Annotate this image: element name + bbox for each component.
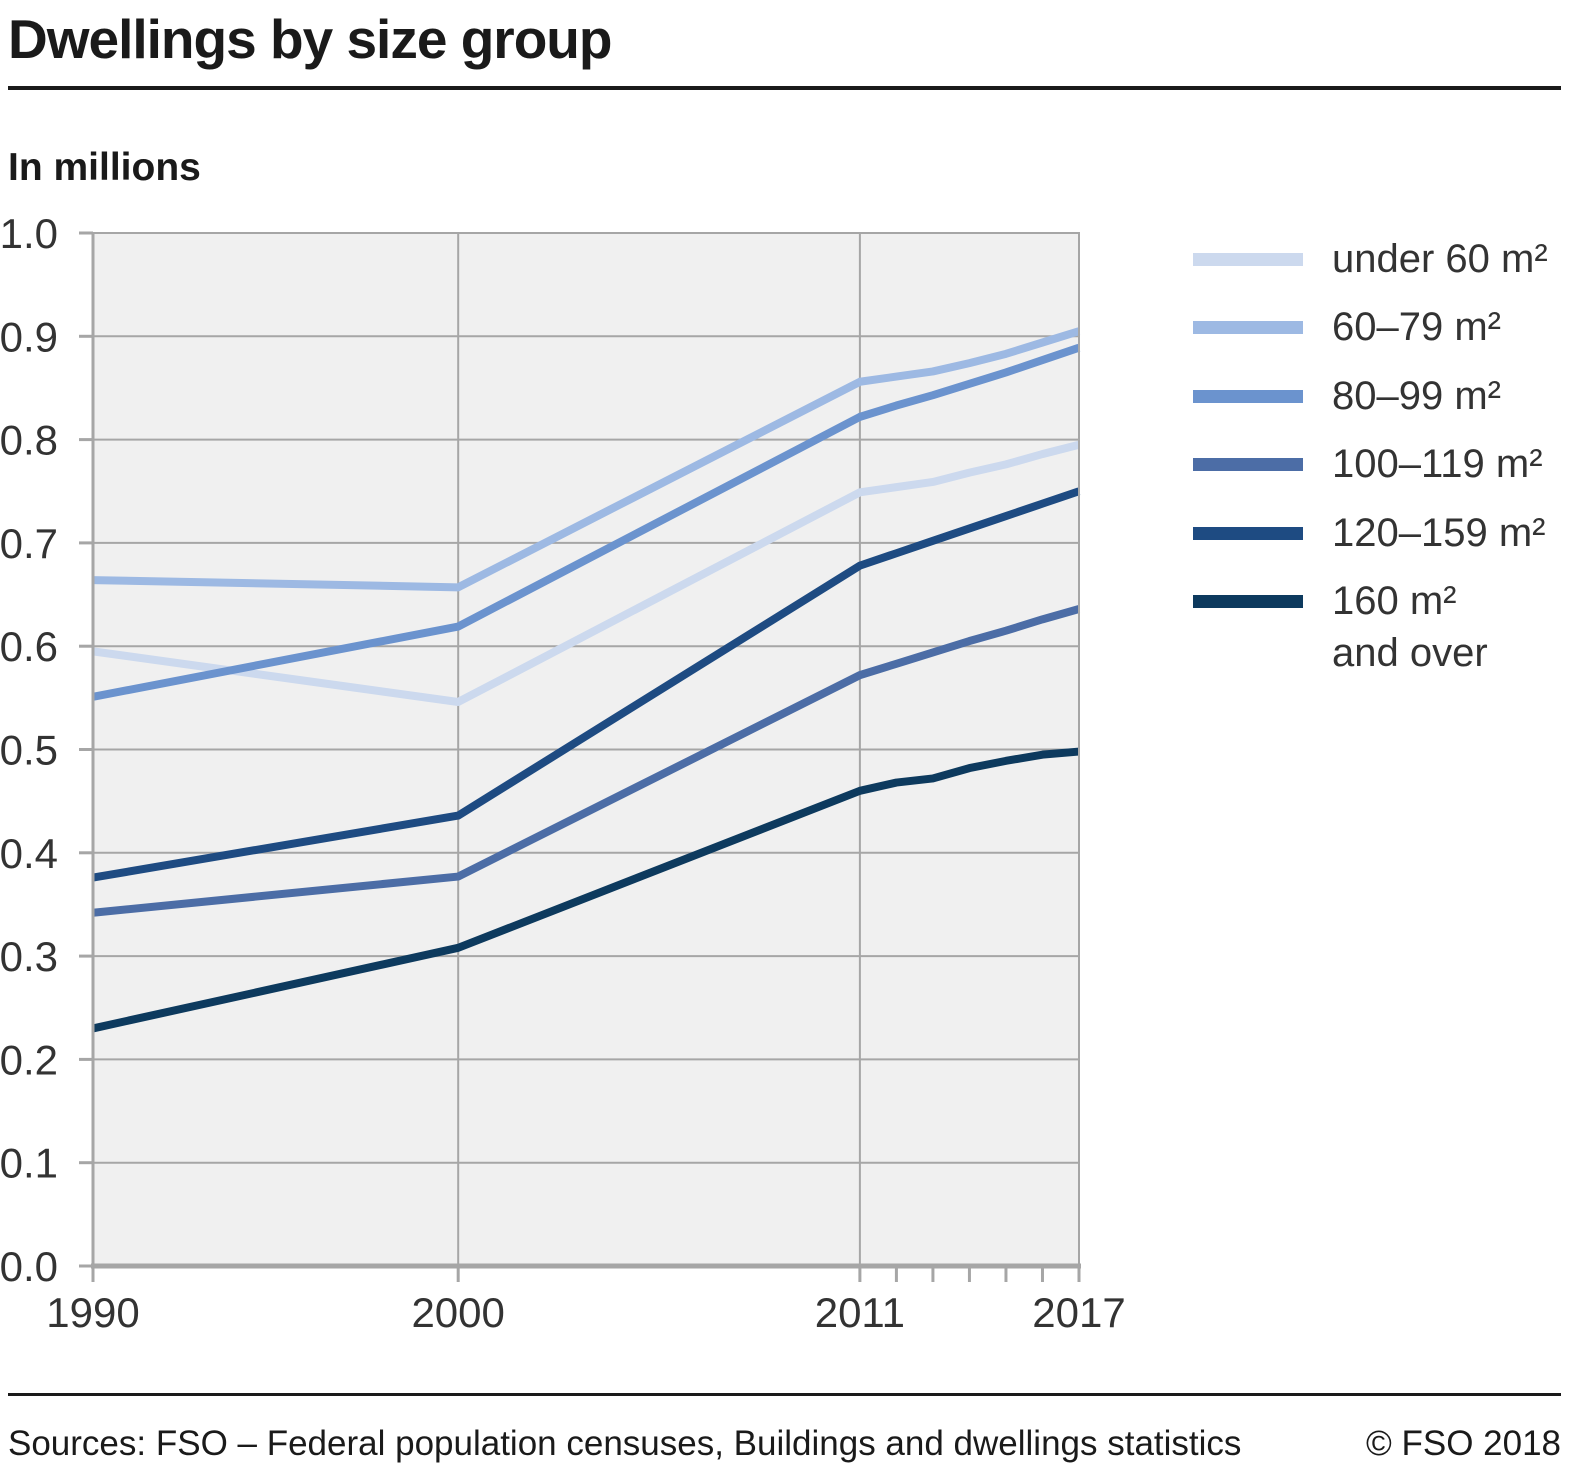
y-tick-label: 0.0 <box>0 1243 58 1290</box>
legend-swatch <box>1193 527 1303 540</box>
legend-swatch <box>1193 458 1303 471</box>
y-tick-label: 1.0 <box>0 210 58 257</box>
series-line <box>92 440 1080 706</box>
x-tick-label: 2011 <box>815 1289 905 1336</box>
y-tick-label: 0.6 <box>0 623 58 670</box>
legend-label: 160 m² and over <box>1332 579 1488 675</box>
legend-swatch <box>1193 321 1303 334</box>
series-line <box>92 747 1080 1033</box>
x-tick-label: 2017 <box>1032 1289 1125 1336</box>
legend-item: under 60 m² <box>1193 233 1548 285</box>
legend-swatch <box>1193 595 1303 608</box>
legend-item: 60–79 m² <box>1193 301 1501 353</box>
legend-label: under 60 m² <box>1332 237 1548 281</box>
footer: Sources: FSO – Federal population census… <box>8 1424 1561 1464</box>
line-chart: 0.0 0.1 0.2 0.3 0.4 0.5 0.6 0.7 0.8 0.9 1.0 1990 200… <box>0 210 1126 1336</box>
legend-swatch <box>1193 390 1303 403</box>
x-tick-label: 1990 <box>46 1289 139 1336</box>
title-divider <box>8 86 1561 90</box>
sources-text: Sources: FSO – Federal population census… <box>8 1424 1242 1463</box>
y-tick-label: 0.4 <box>0 830 58 877</box>
y-tick-label: 0.1 <box>0 1140 58 1187</box>
unit-label: In millions <box>8 146 201 189</box>
legend-label: 60–79 m² <box>1332 305 1501 349</box>
legend-label: 120–159 m² <box>1332 511 1546 555</box>
legend-label: 100–119 m² <box>1332 442 1543 486</box>
series-line <box>92 605 1081 917</box>
legend-label: 80–99 m² <box>1332 374 1501 418</box>
series-line <box>92 327 1081 592</box>
y-tick-label: 0.5 <box>0 727 58 774</box>
footer-divider <box>8 1393 1561 1396</box>
y-tick-label: 0.7 <box>0 520 58 567</box>
legend-item: 80–99 m² <box>1193 370 1501 422</box>
x-tick-label: 2000 <box>411 1289 504 1336</box>
legend-item: 120–159 m² <box>1193 507 1545 559</box>
legend-swatch <box>1193 253 1303 266</box>
copyright-text: © FSO 2018 <box>1365 1424 1561 1463</box>
series-line <box>92 343 1081 701</box>
y-tick-label: 0.2 <box>0 1036 58 1083</box>
y-tick-label: 0.8 <box>0 417 58 464</box>
y-tick-label: 0.3 <box>0 933 58 980</box>
series-line <box>92 487 1081 882</box>
page-title: Dwellings by size group <box>8 8 612 70</box>
legend-item: 160 m² and over <box>1193 575 1488 679</box>
legend-item: 100–119 m² <box>1193 438 1543 490</box>
y-tick-label: 0.9 <box>0 313 58 360</box>
